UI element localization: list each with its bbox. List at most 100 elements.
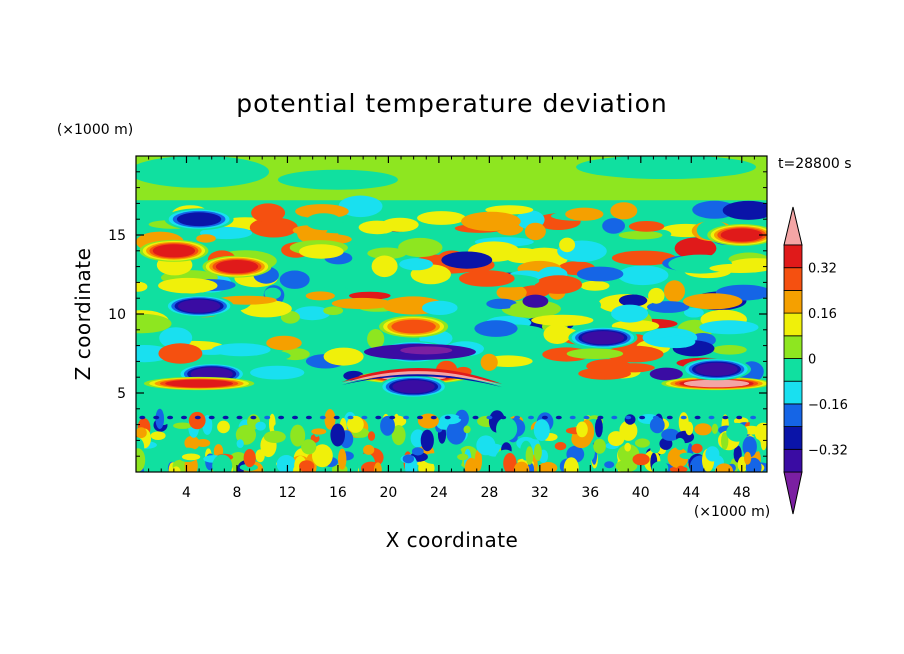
field-blob [458,415,465,420]
field-blob [367,431,376,441]
field-blob [624,442,631,452]
y-tick-label: 10 [108,307,126,323]
x-tick-label: 4 [182,485,191,501]
field-blob [136,281,148,292]
field-blob [239,463,258,471]
field-blob [250,365,305,380]
field-blob [611,250,676,266]
field-blob [754,422,767,443]
field-blob [486,415,493,420]
colorbar-under-arrow [783,471,803,515]
field-blob [694,423,712,436]
field-blob [503,452,517,472]
colorbar-swatch [783,358,803,382]
field-blob [531,314,594,326]
field-blob [338,448,347,470]
feature-contour [215,260,259,274]
field-blob [619,420,638,441]
feature-contour [695,362,738,376]
y-unit-label: (×1000 m) [57,122,133,138]
field-blob [675,437,685,451]
feature-contour [391,319,436,334]
field-blob [533,419,550,441]
field-blob [371,255,398,278]
field-blob [363,444,375,455]
field-blob [610,202,638,220]
field-blob [294,306,331,321]
time-label: t=28800 s [778,156,852,172]
field-blob [647,301,690,313]
field-blob [611,304,649,323]
colorbar-label: 0.32 [808,262,837,277]
field-blob [389,415,396,420]
field-blob [338,195,383,218]
field-blob [249,217,298,238]
colorbar-swatch [783,426,803,450]
field-blob [136,448,146,472]
colorbar-swatch [783,448,803,473]
field-blob [295,204,349,219]
field-blob [422,300,458,315]
field-shapes [136,156,767,472]
field-blob [559,237,576,253]
field-blob [333,415,340,420]
field-blob [667,447,689,468]
field-blob [411,447,424,456]
x-tick-label: 24 [430,485,448,501]
feature-arch [341,371,502,386]
field-blob [565,207,604,221]
field-blob [604,461,615,469]
field-blob [563,457,579,472]
field-blob [211,343,271,357]
field-blob [611,320,660,332]
y-axis-label: Z coordinate [71,248,95,381]
field-blob [533,443,542,461]
field-blob [628,221,665,232]
field-blob [595,417,603,438]
field-blob [496,284,527,301]
field-blob [674,237,717,260]
field-blob [463,425,471,434]
field-blob [136,427,147,439]
field-boundary-band [136,389,767,416]
field-blob [292,415,298,420]
field-blob [666,415,673,420]
field-blob [609,363,655,373]
field-blob [712,345,747,355]
field-blob [514,415,521,420]
field-blob [391,425,406,446]
field-blob [496,417,518,441]
field-blob [528,415,534,420]
field-blob [694,415,701,420]
field-blob [649,417,665,434]
y-tick-label: 15 [108,228,126,244]
x-tick-label: 8 [232,485,241,501]
field-blob [417,415,423,420]
field-blob [264,287,282,300]
colorbar-swatch [783,267,803,291]
field-blob [617,265,669,286]
field-blob [298,244,344,259]
field-blob [266,335,302,351]
field-blob [278,415,285,420]
field-blob [212,454,233,472]
field-blob [276,455,296,472]
feature-contour [720,228,763,242]
field-blob [464,457,478,472]
x-tick-label: 48 [733,485,751,501]
field-blob [661,428,680,441]
field-blob [312,444,333,468]
x-tick-label: 12 [279,485,297,501]
field-blob [664,280,685,303]
field-blob [480,353,498,371]
field-blob [331,297,393,310]
field-blob [683,293,743,310]
field-blob [250,415,257,420]
field-blob [524,222,546,241]
field-blob [196,234,216,243]
field-blob [750,415,757,420]
field-blob [722,200,767,220]
x-tick-label: 44 [682,485,700,501]
feature-contour [683,379,750,388]
